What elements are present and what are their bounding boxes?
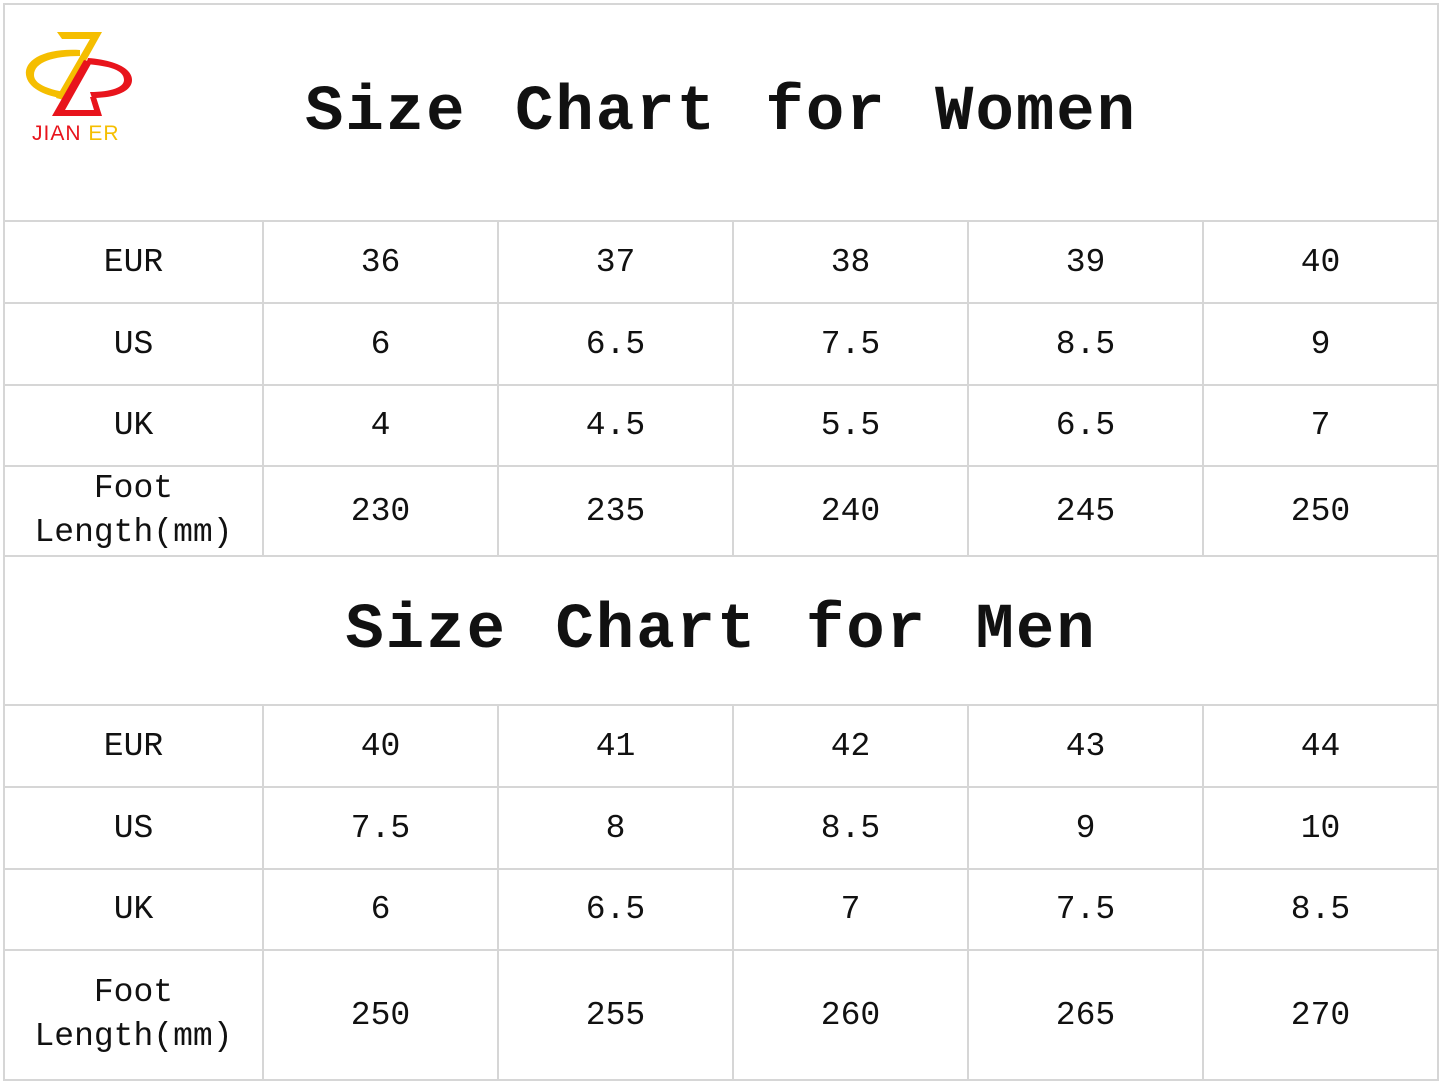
row-label: EUR — [3, 220, 264, 304]
size-cell: 270 — [1201, 949, 1439, 1081]
size-cell: 230 — [262, 465, 499, 557]
size-cell: 7 — [732, 868, 969, 951]
size-cell: 40 — [262, 704, 499, 788]
men-size-row: Foot Length(mm) 250 255 260 265 270 — [3, 949, 1439, 1081]
size-cell: 6.5 — [497, 302, 734, 386]
row-label: UK — [3, 868, 264, 951]
row-label-text: Foot Length(mm) — [34, 974, 233, 1055]
size-cell: 255 — [497, 949, 734, 1081]
women-chart-title: Size Chart for Women — [2, 3, 1439, 222]
men-title-row: Size Chart for Men — [2, 555, 1439, 706]
row-label-text: US — [113, 325, 154, 363]
size-cell: 41 — [497, 704, 734, 788]
size-cell: 250 — [262, 949, 499, 1081]
row-label: Foot Length(mm) — [3, 949, 264, 1081]
size-cell: 7.5 — [262, 786, 499, 870]
size-cell: 7 — [1201, 384, 1439, 467]
women-size-row: US 6 6.5 7.5 8.5 9 — [3, 302, 1439, 386]
size-cell: 7.5 — [967, 868, 1204, 951]
size-cell: 36 — [262, 220, 499, 304]
size-cell: 7.5 — [732, 302, 969, 386]
size-chart-table: Size Chart for Women EUR 36 37 38 39 40 US 6 6.5 7… — [2, 3, 1439, 1081]
size-cell: 42 — [732, 704, 969, 788]
size-cell: 8.5 — [1201, 868, 1439, 951]
size-cell: 6 — [262, 868, 499, 951]
size-cell: 9 — [967, 786, 1204, 870]
size-cell: 8.5 — [732, 786, 969, 870]
women-size-row: UK 4 4.5 5.5 6.5 7 — [3, 384, 1439, 467]
women-size-row: EUR 36 37 38 39 40 — [3, 220, 1439, 304]
men-size-row: US 7.5 8 8.5 9 10 — [3, 786, 1439, 870]
logo-text: JIAN ER — [32, 122, 120, 146]
logo-text-er: ER — [88, 122, 120, 145]
size-cell: 40 — [1201, 220, 1439, 304]
women-title-row: Size Chart for Women — [2, 3, 1439, 222]
size-cell: 37 — [497, 220, 734, 304]
size-cell: 9 — [1201, 302, 1439, 386]
size-cell: 4 — [262, 384, 499, 467]
row-label-text: US — [113, 809, 154, 847]
size-cell: 8.5 — [967, 302, 1204, 386]
size-cell: 6.5 — [967, 384, 1204, 467]
row-label-text: UK — [113, 407, 154, 444]
row-label-text: EUR — [103, 243, 164, 281]
size-cell: 8 — [497, 786, 734, 870]
row-label-text: EUR — [103, 727, 164, 765]
size-cell: 43 — [967, 704, 1204, 788]
size-cell: 235 — [497, 465, 734, 557]
size-cell: 39 — [967, 220, 1204, 304]
size-cell: 245 — [967, 465, 1204, 557]
size-cell: 4.5 — [497, 384, 734, 467]
row-label-text: UK — [113, 891, 154, 928]
men-chart-title: Size Chart for Men — [2, 555, 1439, 706]
size-cell: 10 — [1201, 786, 1439, 870]
size-cell: 6 — [262, 302, 499, 386]
size-chart-sheet: Size Chart for Women EUR 36 37 38 39 40 US 6 6.5 7… — [2, 3, 1439, 1081]
size-cell: 240 — [732, 465, 969, 557]
size-cell: 260 — [732, 949, 969, 1081]
row-label-text: Foot Length(mm) — [34, 470, 233, 551]
size-cell: 250 — [1201, 465, 1439, 557]
row-label: US — [3, 302, 264, 386]
row-label: UK — [3, 384, 264, 467]
logo-text-jian: JIAN — [32, 122, 82, 145]
size-cell: 38 — [732, 220, 969, 304]
size-cell: 265 — [967, 949, 1204, 1081]
women-size-row: Foot Length(mm) 230 235 240 245 250 — [3, 465, 1439, 557]
row-label: EUR — [3, 704, 264, 788]
jian-er-logo — [24, 30, 136, 150]
row-label: Foot Length(mm) — [3, 465, 264, 557]
size-cell: 6.5 — [497, 868, 734, 951]
size-cell: 5.5 — [732, 384, 969, 467]
size-cell: 44 — [1201, 704, 1439, 788]
men-size-row: UK 6 6.5 7 7.5 8.5 — [3, 868, 1439, 951]
men-size-row: EUR 40 41 42 43 44 — [3, 704, 1439, 788]
row-label: US — [3, 786, 264, 870]
